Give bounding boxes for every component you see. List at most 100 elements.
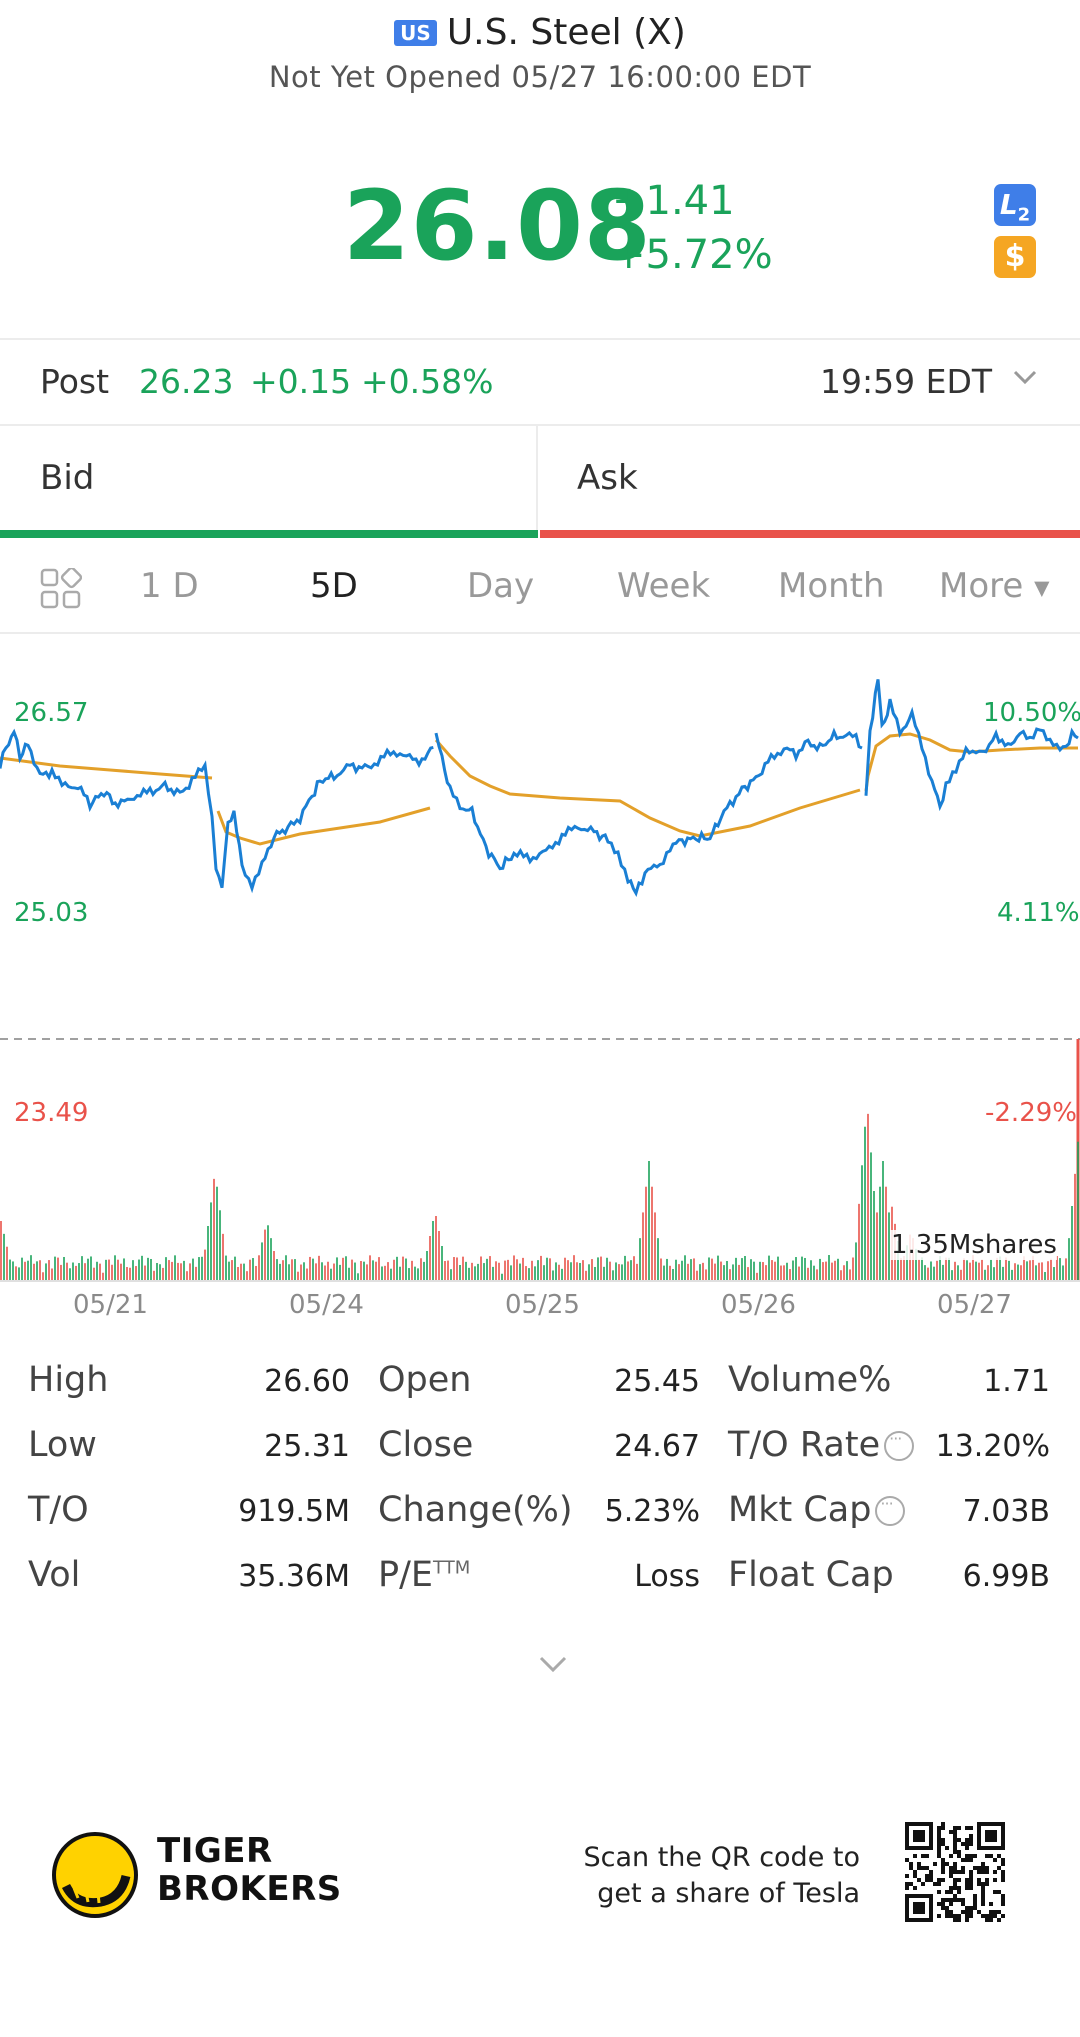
volume-bar	[27, 1260, 29, 1281]
more-info-icon[interactable]	[875, 1494, 906, 1526]
volume-bar	[96, 1261, 98, 1281]
volume-bar	[396, 1256, 398, 1281]
volume-bar	[39, 1260, 41, 1281]
volume-bar	[846, 1261, 848, 1281]
title-row: US U.S. Steel (X)	[0, 12, 1080, 53]
volume-bar	[1026, 1261, 1028, 1281]
volume-bar	[765, 1265, 767, 1281]
volume-bar	[357, 1273, 359, 1281]
expand-chevron-icon[interactable]	[537, 1652, 569, 1676]
tab-1d[interactable]: 1 D	[140, 566, 199, 606]
bid-section[interactable]: Bid	[0, 426, 538, 538]
volume-bar	[741, 1258, 743, 1281]
volume-bar	[450, 1269, 452, 1281]
volume-bar	[657, 1238, 659, 1281]
volume-bar	[225, 1255, 227, 1281]
volume-bar	[246, 1271, 248, 1281]
stat-value-open: 25.45	[614, 1364, 700, 1399]
grid-layout-icon[interactable]	[40, 568, 82, 610]
volume-bar	[612, 1270, 614, 1281]
to-rate-label: T/O Rate	[728, 1425, 881, 1465]
tab-more[interactable]: More ▼	[939, 566, 1050, 606]
volume-bar	[1068, 1238, 1070, 1281]
post-time: 19:59 EDT	[820, 362, 993, 401]
volume-bar	[879, 1186, 881, 1281]
volume-bar	[636, 1263, 638, 1281]
volume-label: 1.35Mshares	[891, 1230, 1057, 1260]
volume-bar	[351, 1259, 353, 1281]
volume-bar	[306, 1268, 308, 1281]
volume-bar	[108, 1259, 110, 1281]
volume-bar	[75, 1265, 77, 1281]
volume-bar	[888, 1212, 890, 1281]
volume-bar	[249, 1259, 251, 1281]
volume-bar	[630, 1260, 632, 1281]
volume-bar	[93, 1267, 95, 1281]
volume-bar	[918, 1259, 920, 1281]
volume-bar	[900, 1258, 902, 1281]
volume-bar	[183, 1260, 185, 1281]
chevron-down-icon[interactable]	[1010, 362, 1040, 392]
tab-5d[interactable]: 5D	[310, 566, 358, 606]
qr-code-icon[interactable]	[905, 1822, 1005, 1922]
volume-bar	[690, 1259, 692, 1281]
level2-number: 2	[1017, 204, 1031, 226]
tab-week[interactable]: Week	[617, 566, 711, 606]
volume-bar	[138, 1259, 140, 1281]
volume-bar	[816, 1269, 818, 1281]
intraday-chart[interactable]: 26.57 25.03 23.49 10.50% 4.11% -2.29% 1.…	[0, 636, 1080, 1336]
volume-bar	[885, 1186, 887, 1281]
volume-bar	[72, 1262, 74, 1281]
volume-bar	[1014, 1263, 1016, 1281]
volume-bar	[105, 1259, 107, 1281]
volume-bars	[0, 1113, 1079, 1281]
volume-bar	[585, 1270, 587, 1281]
volume-bar	[426, 1251, 428, 1281]
volume-bar	[528, 1268, 530, 1281]
tab-month[interactable]: Month	[778, 566, 885, 606]
stat-value-close: 24.67	[614, 1429, 700, 1464]
volume-bar	[411, 1260, 413, 1281]
volume-bar	[84, 1263, 86, 1281]
tab-day[interactable]: Day	[467, 566, 535, 606]
volume-bar	[522, 1257, 524, 1281]
stock-title: U.S. Steel (X)	[446, 12, 686, 53]
post-price: 26.23	[139, 362, 234, 401]
stat-value-float-cap: 6.99B	[962, 1559, 1050, 1594]
volume-bar	[687, 1263, 689, 1281]
volume-bar	[726, 1261, 728, 1281]
volume-bar	[621, 1264, 623, 1281]
scan-promo-text: Scan the QR code to get a share of Tesla	[530, 1840, 860, 1912]
volume-bar	[441, 1246, 443, 1281]
ask-section[interactable]: Ask	[540, 426, 1080, 538]
volume-bar	[207, 1226, 209, 1281]
more-info-icon[interactable]	[884, 1429, 915, 1461]
volume-bar	[468, 1267, 470, 1281]
volume-bar	[762, 1262, 764, 1281]
volume-bar	[780, 1265, 782, 1281]
volume-bar	[573, 1255, 575, 1281]
volume-bar	[684, 1255, 686, 1281]
scan-line-1: Scan the QR code to	[583, 1842, 860, 1873]
volume-bar	[1065, 1258, 1067, 1281]
brand-line-1: TIGER	[157, 1831, 273, 1871]
header: US U.S. Steel (X) Not Yet Opened 05/27 1…	[0, 0, 1080, 100]
volume-bar	[435, 1216, 437, 1281]
volume-bar	[1017, 1264, 1019, 1281]
footer-banner[interactable]: TIGER BROKERS Scan the QR code to get a …	[0, 1820, 1080, 1960]
volume-bar	[240, 1263, 242, 1281]
dollar-icon[interactable]: $	[994, 236, 1036, 278]
volume-bar	[507, 1259, 509, 1281]
volume-bar	[3, 1233, 5, 1281]
volume-bar	[120, 1263, 122, 1281]
volume-bar	[927, 1267, 929, 1281]
volume-bar	[402, 1256, 404, 1281]
level2-icon[interactable]: L2	[994, 184, 1036, 226]
scan-line-2: get a share of Tesla	[597, 1878, 860, 1909]
volume-bar	[534, 1266, 536, 1281]
volume-bar	[210, 1202, 212, 1281]
volume-bar	[984, 1269, 986, 1281]
volume-bar	[978, 1262, 980, 1281]
stat-label-turnover: T/O	[28, 1490, 89, 1530]
post-market-row[interactable]: Post 26.23 +0.15 +0.58% 19:59 EDT	[0, 340, 1080, 424]
